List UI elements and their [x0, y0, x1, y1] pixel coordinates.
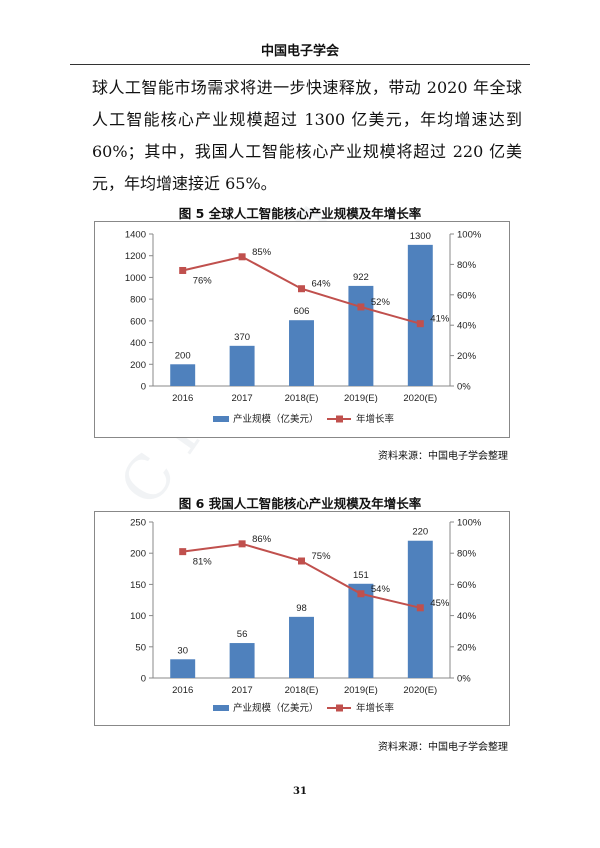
growth-rate-label: 86% [252, 534, 272, 545]
growth-rate-point [179, 266, 187, 274]
growth-rate-point [179, 548, 187, 556]
legend-bar-label: 产业规模（亿美元） [233, 413, 319, 425]
bar-value-label: 370 [234, 332, 250, 343]
growth-rate-point [238, 253, 246, 261]
bar-value-label: 1300 [410, 231, 431, 242]
growth-rate-label: 45% [430, 598, 450, 609]
page-number: 31 [293, 786, 307, 797]
legend-line-marker [336, 704, 343, 712]
growth-rate-point [357, 303, 365, 311]
figure-5-source: 资料来源：中国电子学会整理 [378, 451, 508, 462]
bar [407, 244, 433, 386]
category-label: 2017 [232, 685, 253, 696]
figure-6-source: 资料来源：中国电子学会整理 [378, 742, 508, 753]
bar-value-label: 30 [177, 645, 188, 656]
bar [170, 364, 196, 386]
category-label: 2017 [232, 393, 253, 404]
category-label: 2019(E) [344, 393, 378, 404]
bar-value-label: 220 [412, 527, 428, 538]
growth-rate-point [357, 590, 365, 598]
left-axis-tick-label: 1400 [125, 230, 146, 241]
figure-5-svg: 0 200 400 600 800 1000 1200 1400 0% 20% 40% 60% 80% 1… [125, 230, 482, 426]
left-axis-tick-label: 200 [130, 549, 146, 560]
bar [348, 583, 374, 678]
figure-6-svg: 0 50 100 150 200 250 0% 20% 40% 60% 80% 100% 30 2016 5… [130, 518, 482, 715]
right-axis-tick-label: 0% [457, 382, 471, 393]
category-label: 2018(E) [285, 685, 319, 696]
figure-6-title: 图 6 我国人工智能核心产业规模及年增长率 [178, 496, 422, 511]
left-axis-tick-label: 600 [130, 316, 146, 327]
right-axis-tick-label: 80% [457, 549, 477, 560]
bar [170, 659, 196, 678]
growth-rate-line [182, 542, 421, 609]
left-axis-tick-label: 800 [130, 295, 146, 306]
growth-rate-point [416, 320, 424, 328]
right-axis-tick-label: 0% [457, 674, 471, 685]
legend-line-label: 年增长率 [356, 702, 395, 714]
growth-rate-label: 54% [371, 584, 391, 595]
figure-6-chart: 0 50 100 150 200 250 0% 20% 40% 60% 80% 100% 30 2016 5… [94, 511, 510, 726]
category-label: 2019(E) [344, 685, 378, 696]
figure-5-chart: 0 200 400 600 800 1000 1200 1400 0% 20% 40% 60% 80% 1… [94, 221, 510, 438]
page-header: 中国电子学会 [260, 44, 339, 59]
growth-rate-label: 85% [252, 247, 272, 258]
bar-value-label: 922 [353, 272, 369, 283]
growth-rate-label: 81% [193, 557, 213, 568]
left-axis-tick-label: 0 [141, 382, 146, 393]
right-axis-tick-label: 60% [457, 290, 477, 301]
growth-rate-label: 76% [193, 275, 213, 286]
left-axis-tick-label: 50 [135, 642, 146, 653]
growth-rate-label: 75% [312, 551, 332, 562]
growth-rate-point [416, 604, 424, 612]
bar-value-label: 98 [296, 603, 307, 614]
right-axis-tick-label: 100% [457, 518, 482, 529]
bar-value-label: 151 [353, 570, 369, 581]
right-axis-tick-label: 80% [457, 260, 477, 271]
category-label: 2016 [172, 685, 193, 696]
legend-bar-swatch [213, 705, 229, 711]
growth-rate-label: 52% [371, 297, 391, 308]
bar-value-label: 606 [294, 306, 310, 317]
header-divider [70, 64, 530, 65]
legend-bar-label: 产业规模（亿美元） [233, 702, 319, 714]
figure-5-title: 图 5 全球人工智能核心产业规模及年增长率 [178, 206, 422, 221]
bar-value-label: 56 [237, 629, 248, 640]
bar [229, 345, 255, 386]
growth-rate-point [238, 540, 246, 548]
right-axis-tick-label: 40% [457, 321, 477, 332]
right-axis-tick-label: 40% [457, 611, 477, 622]
growth-rate-label: 41% [430, 314, 450, 325]
legend-bar-swatch [213, 416, 229, 422]
left-axis-tick-label: 400 [130, 338, 146, 349]
category-label: 2018(E) [285, 393, 319, 404]
bar-value-label: 200 [175, 350, 191, 361]
bar [289, 320, 314, 386]
category-label: 2016 [172, 393, 193, 404]
growth-rate-point [298, 557, 305, 565]
left-axis-tick-label: 1000 [125, 273, 146, 284]
legend-line-marker [336, 415, 343, 423]
left-axis-tick-label: 200 [130, 360, 146, 371]
left-axis-tick-label: 1200 [125, 251, 146, 262]
right-axis-tick-label: 100% [457, 230, 482, 241]
left-axis-tick-label: 250 [130, 518, 146, 529]
left-axis-tick-label: 0 [141, 674, 146, 685]
bar [289, 616, 314, 678]
bar [229, 643, 255, 678]
left-axis-tick-label: 150 [130, 580, 146, 591]
right-axis-tick-label: 60% [457, 580, 477, 591]
right-axis-tick-label: 20% [457, 351, 477, 362]
bar [348, 285, 374, 386]
right-axis-tick-label: 20% [457, 642, 477, 653]
legend-line-label: 年增长率 [356, 413, 395, 425]
left-axis-tick-label: 100 [130, 611, 146, 622]
category-label: 2020(E) [403, 393, 437, 404]
growth-rate-point [298, 285, 305, 293]
growth-rate-label: 64% [312, 279, 332, 290]
category-label: 2020(E) [403, 685, 437, 696]
body-paragraph: 球人工智能市场需求将进一步快速释放，带动 2020 年全球人工智能核心产业规模超… [92, 78, 522, 193]
